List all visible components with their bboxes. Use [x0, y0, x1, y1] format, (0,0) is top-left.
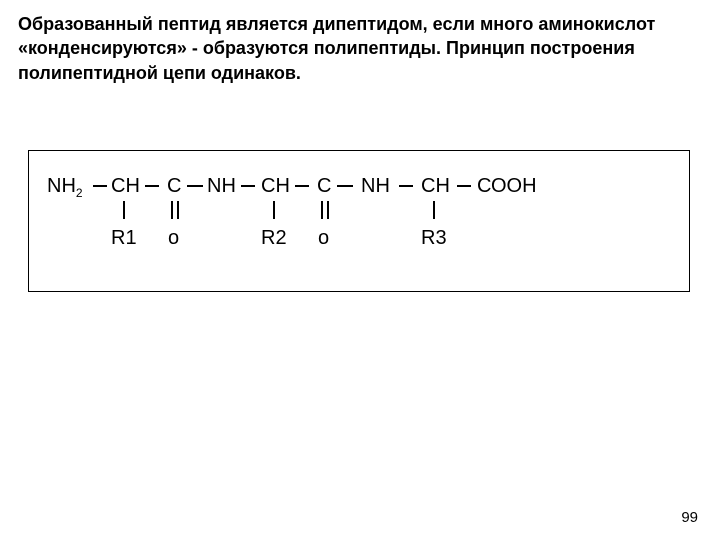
atom-c1: С [167, 175, 181, 198]
bond [457, 185, 471, 187]
bond-vertical [433, 201, 435, 219]
formula-container: NH2 СН С NH СН С NH СН СООН R1 о [28, 150, 690, 292]
nh2-text: NH [47, 175, 76, 197]
bond [399, 185, 413, 187]
bond [93, 185, 107, 187]
bond-double [171, 201, 173, 219]
heading-text: Образованный пептид является дипептидом,… [18, 12, 702, 85]
nh2-sub: 2 [76, 186, 83, 200]
bond-double [321, 201, 323, 219]
atom-cooh: СООН [477, 175, 537, 198]
o2-label: о [318, 227, 329, 250]
bond [145, 185, 159, 187]
bond-vertical [123, 201, 125, 219]
r3-label: R3 [421, 227, 447, 250]
bond-double [327, 201, 329, 219]
atom-ch1: СН [111, 175, 140, 198]
atom-nh-2: NH [361, 175, 390, 198]
bond [295, 185, 309, 187]
tripeptide-formula: NH2 СН С NH СН С NH СН СООН R1 о [29, 151, 689, 291]
r2-label: R2 [261, 227, 287, 250]
o1-label: о [168, 227, 179, 250]
atom-ch3: СН [421, 175, 450, 198]
bond [187, 185, 203, 187]
bond [241, 185, 255, 187]
bond-vertical [273, 201, 275, 219]
atom-c2: С [317, 175, 331, 198]
page-number: 99 [681, 509, 698, 526]
atom-nh-1: NH [207, 175, 236, 198]
bond [337, 185, 353, 187]
atom-nh2: NH2 [47, 175, 83, 200]
r1-label: R1 [111, 227, 137, 250]
bond-double [177, 201, 179, 219]
atom-ch2: СН [261, 175, 290, 198]
